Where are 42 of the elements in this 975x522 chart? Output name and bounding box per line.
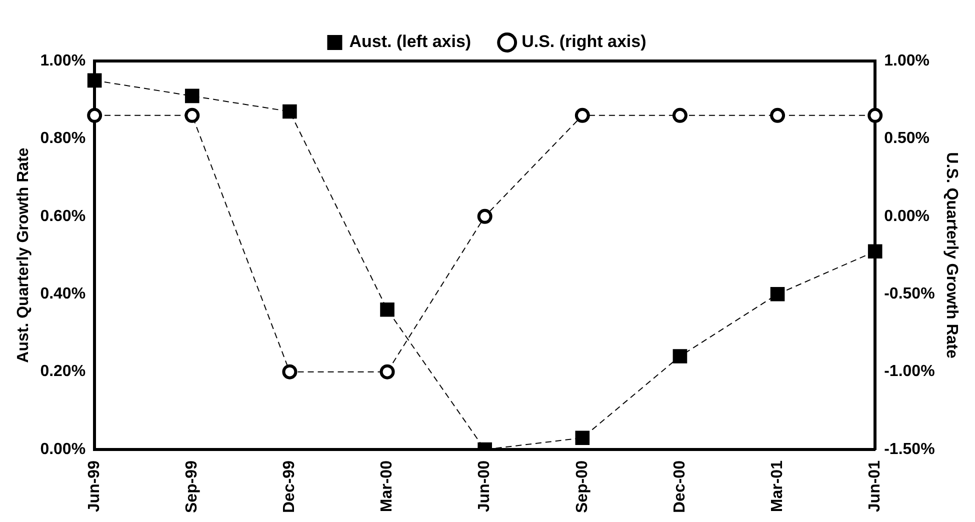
x-tick-label: Dec-00 xyxy=(671,460,688,514)
y-tick-label: 1.00% xyxy=(40,52,86,70)
point xyxy=(672,108,688,123)
point xyxy=(574,108,590,123)
y-tick-label: 0.60% xyxy=(40,208,86,225)
y2-tick-label: 0.50% xyxy=(884,130,930,148)
point xyxy=(770,108,786,123)
point xyxy=(868,244,882,259)
point xyxy=(282,364,298,380)
x-tick-label: Jun-00 xyxy=(476,460,494,512)
legend-label: Aust. (left axis) xyxy=(349,32,472,52)
point xyxy=(184,88,200,104)
y-tick-label: 0.80% xyxy=(40,130,86,148)
point xyxy=(477,208,492,224)
y2-tick-label: -0.50% xyxy=(884,286,935,303)
point xyxy=(380,302,394,317)
point xyxy=(575,430,590,446)
x-tick-label: Dec-99 xyxy=(281,460,298,514)
x-tick-label: Sep-00 xyxy=(574,460,591,513)
point xyxy=(868,108,883,123)
point xyxy=(87,108,102,123)
y-axis-title: Aust. Quarterly Growth Rate xyxy=(15,148,32,363)
point xyxy=(87,73,102,88)
x-tick-label: Jun-99 xyxy=(86,460,103,512)
point xyxy=(380,364,395,380)
y2-tick-label: 1.00% xyxy=(884,52,930,70)
y2-tick-label: 0.00% xyxy=(884,208,930,225)
point xyxy=(672,349,688,364)
y-tick-label: 0.40% xyxy=(40,286,86,303)
y2-axis-title: U.S. Quarterly Growth Rate xyxy=(942,152,960,358)
y2-tick-label: -1.00% xyxy=(884,363,935,380)
point xyxy=(770,286,785,302)
y2-tick-label: -1.50% xyxy=(884,440,935,458)
point xyxy=(282,104,297,119)
point xyxy=(184,108,200,123)
y-tick-label: 0.00% xyxy=(40,440,86,458)
x-tick-label: Mar-01 xyxy=(768,460,786,512)
x-tick-label: Sep-99 xyxy=(184,460,201,513)
y-tick-label: 0.20% xyxy=(40,363,86,380)
x-tick-label: Mar-00 xyxy=(378,460,396,512)
legend-label: U.S. (right axis) xyxy=(522,32,646,52)
x-tick-label: Jun-01 xyxy=(866,460,884,512)
